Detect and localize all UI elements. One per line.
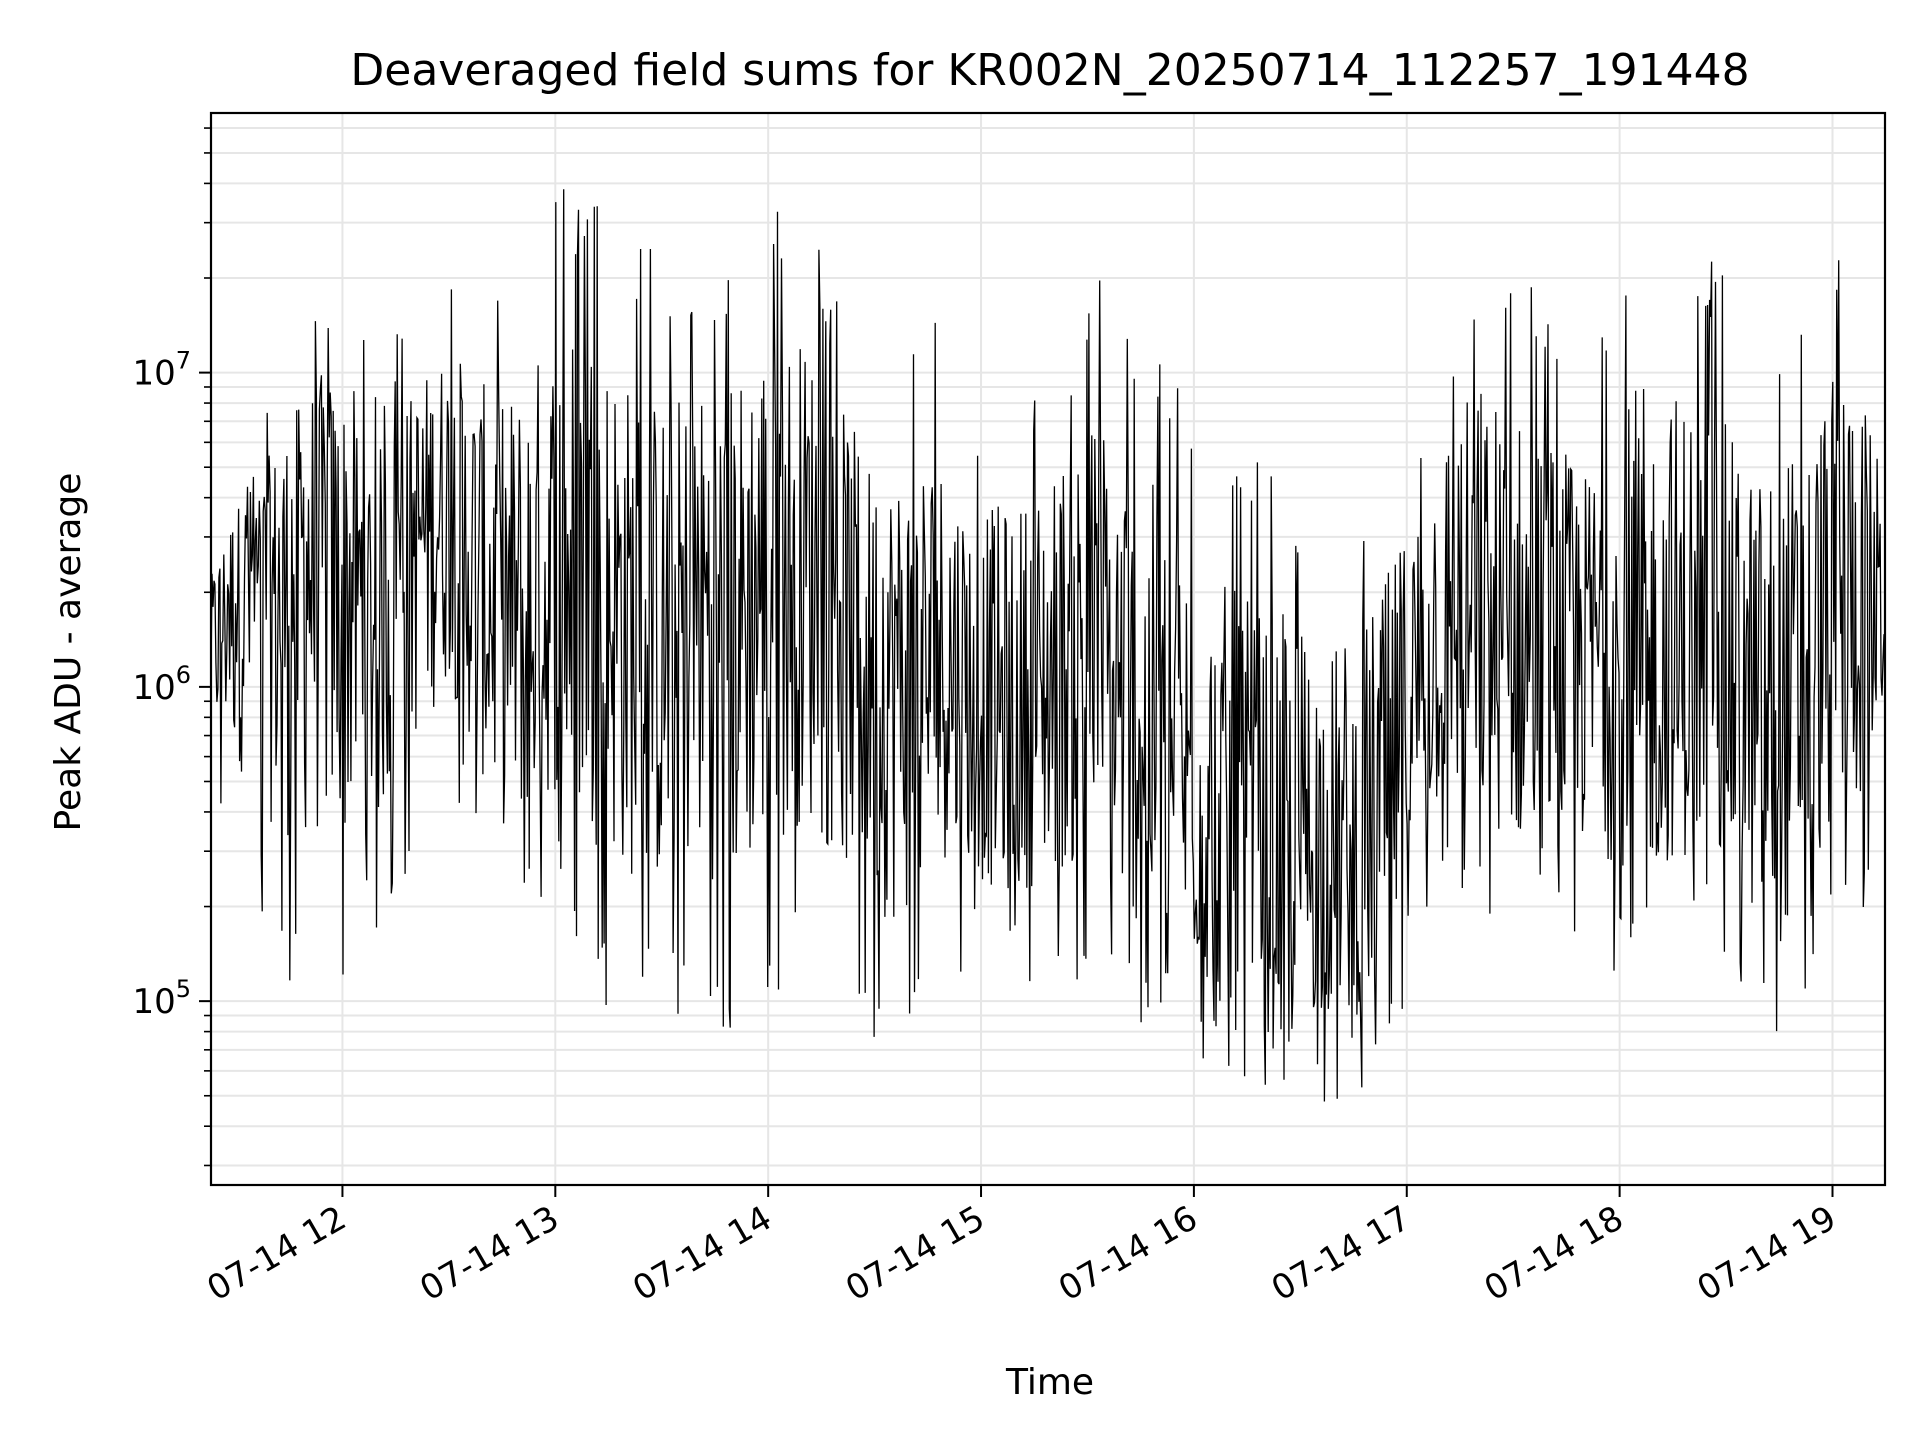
plot-frame [209,111,1887,1187]
y-axis: 105 106 107 [132,127,211,1167]
series-line [210,189,1886,1102]
y-tick-label: 105 [132,975,191,1022]
x-axis-label: Time [1005,1362,1094,1403]
y-axis-label: Peak ADU - average [48,473,89,832]
y-tick-label: 106 [132,661,191,708]
data-area [210,189,1886,1102]
chart-title: Deaveraged field sums for KR002N_2025071… [350,45,1749,96]
y-tick-label: 107 [132,347,191,394]
